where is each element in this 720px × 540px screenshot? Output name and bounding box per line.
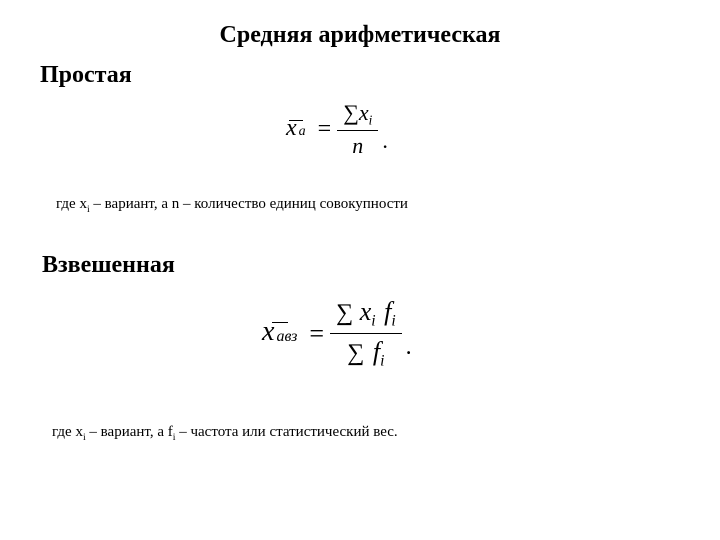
equals-weighted: = — [309, 319, 324, 349]
den-n: n — [346, 133, 369, 159]
num-i-simple: i — [369, 113, 373, 128]
desc1-pre: где x — [56, 196, 87, 212]
desc2-rest: – частота или статистический вес. — [175, 424, 397, 440]
num-x-simple: x — [359, 100, 369, 125]
den-i-w: i — [380, 353, 384, 370]
lhs-weighted: x авз — [262, 322, 297, 346]
sub-avz: авз — [276, 328, 297, 346]
period-simple: . — [382, 128, 388, 154]
page-title: Средняя арифметическая — [0, 22, 720, 49]
formula-weighted: x авз = ∑ xi fi ∑ fi . — [262, 296, 412, 371]
var-x: x — [286, 116, 297, 140]
description-simple: где xi – вариант, а n – количество едини… — [56, 196, 408, 215]
sub-a: a — [299, 124, 306, 140]
var-x-w: x — [262, 318, 274, 346]
num-if-w: i — [391, 312, 395, 329]
num-x-w: x — [360, 297, 372, 326]
heading-weighted: Взвешенная — [42, 252, 175, 279]
equals-simple: = — [318, 116, 332, 143]
fraction-simple: ∑xi n — [337, 100, 378, 160]
sigma-den-w: ∑ — [347, 340, 364, 366]
desc2-pre: где x — [52, 424, 83, 440]
fraction-weighted: ∑ xi fi ∑ fi — [330, 296, 402, 371]
lhs-simple: x a — [286, 120, 306, 140]
formula-simple: x a = ∑xi n . — [286, 100, 388, 160]
sigma-simple: ∑ — [343, 100, 359, 125]
description-weighted: где xi – вариант, а fi – частота или ста… — [52, 424, 398, 443]
desc2-mid: – вариант, а f — [86, 424, 173, 440]
num-ix-w: i — [371, 312, 375, 329]
desc1-rest: – вариант, а n – количество единиц совок… — [90, 196, 408, 212]
heading-simple: Простая — [40, 62, 132, 89]
sigma-num-w: ∑ — [336, 300, 353, 326]
period-weighted: . — [406, 334, 412, 361]
